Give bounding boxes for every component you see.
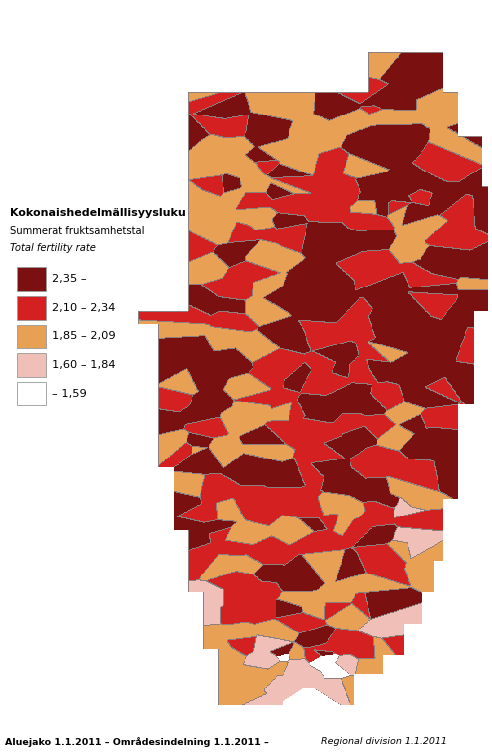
Text: 2,10 – 2,34: 2,10 – 2,34 [52,302,115,313]
Text: Summerat fruktsamhetstal: Summerat fruktsamhetstal [10,226,144,237]
Text: 1,60 – 1,84: 1,60 – 1,84 [52,360,115,370]
FancyBboxPatch shape [17,324,46,348]
Text: 2,35 –: 2,35 – [52,274,86,284]
FancyBboxPatch shape [17,382,46,406]
FancyBboxPatch shape [17,296,46,320]
Text: Regional division 1.1.2011: Regional division 1.1.2011 [315,737,447,746]
Text: – 1,59: – 1,59 [52,388,87,399]
Text: Aluejako 1.1.2011 – Områdesindelning 1.1.2011 –: Aluejako 1.1.2011 – Områdesindelning 1.1… [5,737,269,746]
Text: Total fertility rate: Total fertility rate [10,243,96,253]
FancyBboxPatch shape [17,353,46,377]
FancyBboxPatch shape [17,267,46,291]
Text: Kokonaishedelmällisyysluku: Kokonaishedelmällisyysluku [10,209,185,219]
Text: 1,85 – 2,09: 1,85 – 2,09 [52,331,115,342]
